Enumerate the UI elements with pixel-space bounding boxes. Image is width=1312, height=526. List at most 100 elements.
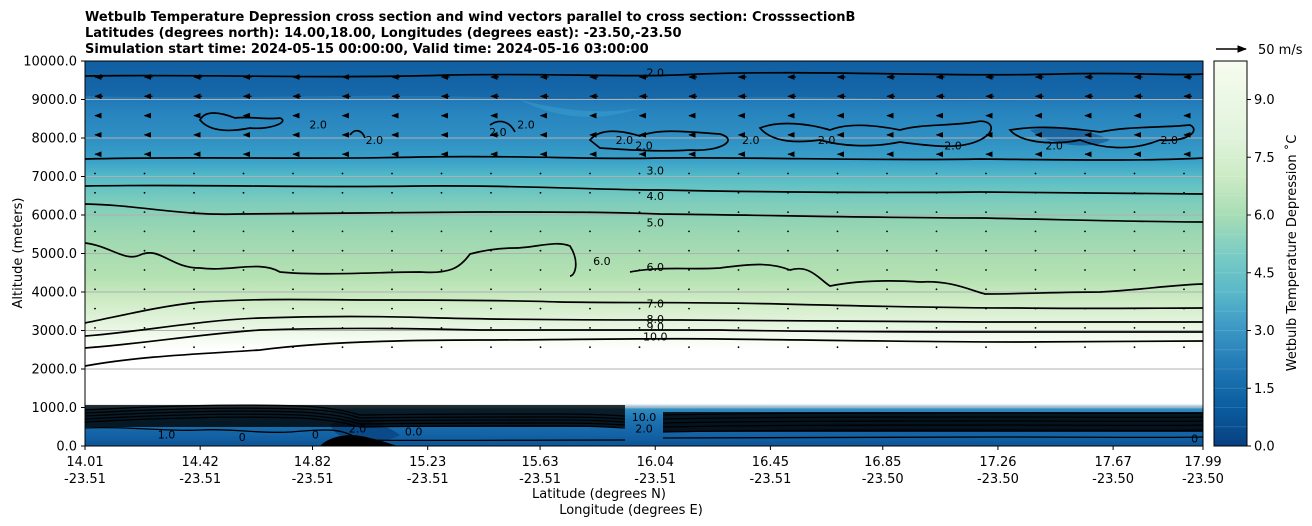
contour-2-loop-d: [1008, 124, 1195, 149]
x-tick-lon: -23.51: [749, 472, 791, 487]
wind-vector: [292, 211, 294, 214]
wind-vector: [638, 172, 641, 175]
wind-vector: [242, 346, 245, 349]
wind-vector: [836, 288, 839, 291]
title-line-3: Simulation start time: 2024-05-15 00:00:…: [85, 42, 649, 57]
contour-label: 2.0: [349, 423, 367, 436]
wind-vector: [985, 172, 987, 175]
y-tick-label: 4000.0: [32, 286, 78, 301]
wind-vector: [539, 346, 542, 349]
wind-vector: [292, 249, 294, 252]
wind-vector: [1034, 191, 1037, 194]
wind-vector: [1183, 288, 1185, 291]
wind-vector: [391, 346, 393, 349]
wind-vector: [193, 288, 195, 291]
wind-vector: [440, 307, 443, 310]
x-tick-lat: 17.99: [1184, 455, 1221, 470]
wind-vector: [1133, 211, 1136, 214]
wind-vector: [638, 327, 641, 329]
wind-vector: [1133, 249, 1136, 252]
wind-vector: [787, 269, 789, 271]
wind-vector: [985, 249, 987, 252]
wind-vector: [638, 191, 641, 194]
x-tick-lon: -23.51: [64, 472, 106, 487]
title-line-2: Latitudes (degrees north): 14.00,18.00, …: [85, 26, 682, 41]
wind-vector: [737, 346, 740, 349]
contour-2-loop-b: [588, 130, 729, 152]
wind-vector: [589, 249, 591, 252]
wind-vector: [242, 249, 245, 252]
wind-vector: [1034, 269, 1037, 271]
wind-vector: [341, 172, 344, 175]
colorbar-tick-label: 1.5: [1254, 382, 1275, 397]
wind-vector: [193, 191, 195, 194]
wind-vector: [886, 230, 888, 233]
x-tick-lon: -23.51: [292, 472, 334, 487]
wind-vector: [1084, 211, 1086, 214]
contour-7: [84, 298, 1204, 324]
wind-vectors: [94, 74, 1192, 349]
x-tick-lon: -23.50: [1182, 472, 1224, 487]
colorbar-bands: [1214, 79, 1247, 428]
wind-vector: [539, 307, 542, 310]
wind-vector: [94, 172, 96, 175]
wind-vector: [143, 288, 146, 291]
wind-vector: [242, 211, 245, 214]
wind-vector: [935, 307, 938, 310]
wind-vector: [1133, 172, 1136, 175]
wind-vector: [440, 230, 443, 233]
wind-vector: [935, 211, 938, 214]
x-tick-lon: -23.51: [407, 472, 449, 487]
wind-vector: [193, 269, 195, 271]
wind-vector: [1034, 346, 1037, 349]
upper-light-patch: [520, 100, 640, 118]
y-axis-label: Altitude (meters): [11, 198, 26, 309]
wind-vector: [589, 191, 591, 194]
wind-vector: [292, 269, 294, 271]
wind-vector: [143, 172, 146, 175]
wind-vector: [242, 307, 245, 310]
wind-vector: [836, 191, 839, 194]
x-tick-lat: 17.67: [1095, 455, 1132, 470]
wind-vector: [688, 346, 690, 349]
upper-dark-patch: [1030, 128, 1110, 146]
wind-vector: [787, 191, 789, 194]
wind-vector: [292, 230, 294, 233]
wind-vector: [985, 327, 987, 329]
wind-vector: [1183, 230, 1185, 233]
wind-vector: [688, 172, 690, 175]
contour-label: 5.0: [646, 217, 664, 230]
x-tick-lat: 15.63: [521, 455, 558, 470]
wind-vector: [836, 307, 839, 310]
wind-vector: [193, 230, 195, 233]
contour-label: 0.0: [405, 425, 423, 438]
contour-label: 8.0: [646, 313, 664, 326]
wind-vector: [638, 288, 641, 291]
contour-label: 2.0: [309, 119, 327, 132]
colorbar-tick-label: 3.0: [1254, 324, 1275, 339]
y-tick-label: 0.0: [56, 440, 77, 455]
contour-label: 1.0: [158, 428, 176, 441]
quiver-key-label: 50 m/s: [1258, 43, 1303, 58]
contour-label: 2.0: [635, 140, 653, 153]
wind-vector: [737, 211, 740, 214]
x-tick-lon: -23.50: [977, 472, 1019, 487]
wind-vector: [440, 211, 443, 214]
wind-vector: [490, 327, 492, 329]
wind-vector: [787, 230, 789, 233]
wind-vector: [787, 211, 789, 214]
wind-vector: [1034, 230, 1037, 233]
contour-label: 10.0: [632, 411, 657, 424]
wind-vector: [341, 288, 344, 291]
wind-vector: [242, 172, 245, 175]
wind-vector: [193, 211, 195, 214]
wind-vector: [242, 327, 245, 329]
bl-contour-l: [662, 436, 1204, 439]
wind-vector: [589, 269, 591, 271]
wind-vector: [1183, 346, 1185, 349]
wind-vector: [143, 230, 146, 233]
wind-vector: [1133, 346, 1136, 349]
wind-vector: [1084, 327, 1086, 329]
bl-contour-f: [84, 426, 626, 442]
wind-vector: [391, 269, 393, 271]
